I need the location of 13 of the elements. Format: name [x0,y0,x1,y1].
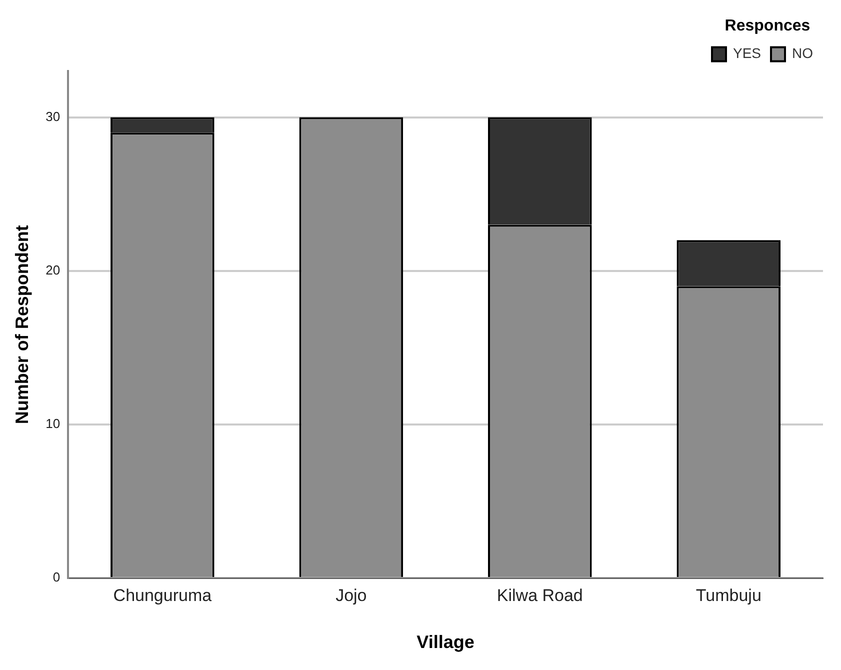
x-tick-label: Jojo [336,586,367,605]
y-tick-label: 20 [46,262,60,278]
legend-label: NO [792,45,814,62]
x-tick-label: Chunguruma [113,586,212,605]
y-tick-label: 10 [46,416,60,431]
x-axis-title: Village [416,632,474,652]
x-tick-label: Tumbuju [696,586,762,605]
y-axis-title: Number of Respondent [12,225,32,424]
x-tick-label: Kilwa Road [496,586,583,605]
y-tick-label: 0 [52,570,60,585]
legend-title: Responces [724,17,810,34]
y-tick-label: 30 [46,108,60,124]
legend-label: YES [732,45,761,62]
